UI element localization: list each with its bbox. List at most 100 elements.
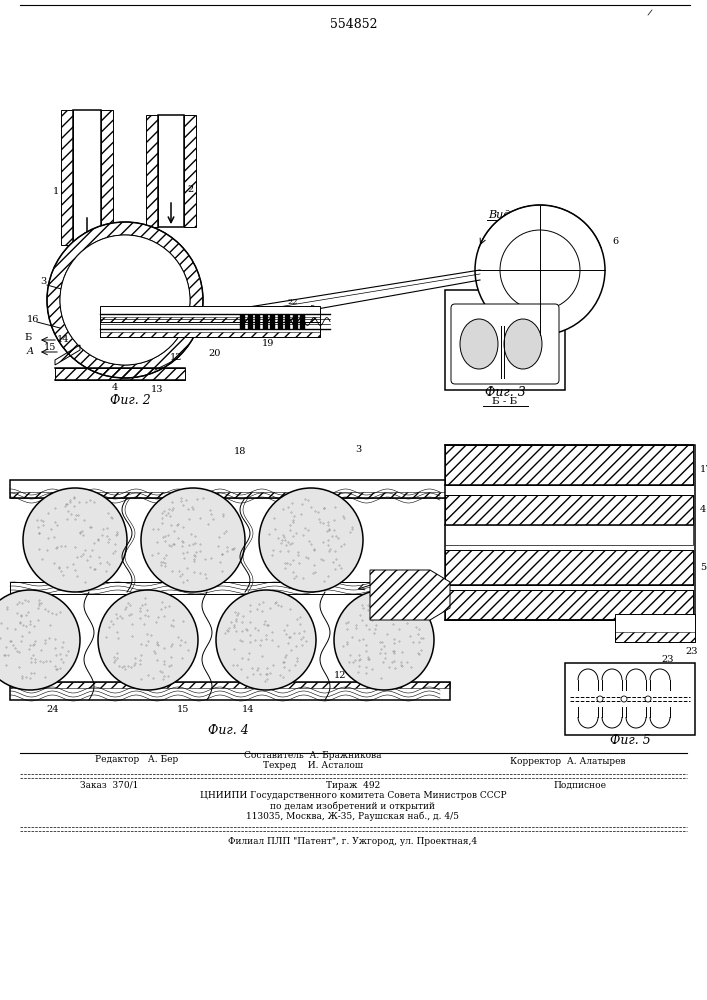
Bar bbox=[10, 492, 450, 498]
FancyBboxPatch shape bbox=[451, 304, 559, 384]
Bar bbox=[10, 582, 450, 594]
Bar bbox=[487, 278, 522, 290]
Bar bbox=[270, 315, 275, 329]
Text: 23: 23 bbox=[662, 656, 674, 664]
Text: Заказ  370/1: Заказ 370/1 bbox=[80, 780, 139, 790]
Bar bbox=[10, 682, 450, 688]
Text: 4: 4 bbox=[112, 383, 118, 392]
Bar bbox=[445, 445, 695, 620]
Bar bbox=[255, 315, 260, 329]
Text: 3: 3 bbox=[40, 277, 46, 286]
Circle shape bbox=[645, 696, 651, 702]
Bar bbox=[445, 550, 693, 585]
Bar bbox=[615, 632, 695, 642]
Text: 1: 1 bbox=[53, 188, 59, 196]
Bar bbox=[565, 663, 695, 735]
Ellipse shape bbox=[504, 319, 542, 369]
Bar bbox=[184, 115, 196, 227]
Text: 4: 4 bbox=[700, 506, 706, 514]
Circle shape bbox=[216, 590, 316, 690]
Circle shape bbox=[597, 696, 603, 702]
Bar bbox=[100, 332, 320, 337]
Bar bbox=[445, 445, 693, 485]
Circle shape bbox=[475, 205, 605, 335]
Text: Техред    И. Асталош: Техред И. Асталош bbox=[263, 762, 363, 770]
Bar bbox=[61, 110, 73, 245]
Bar bbox=[10, 682, 450, 700]
Text: 14: 14 bbox=[242, 706, 255, 714]
Text: 24: 24 bbox=[47, 706, 59, 714]
Text: Б - Б: Б - Б bbox=[492, 397, 518, 406]
Bar bbox=[73, 110, 101, 245]
Text: 113035, Москва, Ж-35, Раушская наб., д. 4/5: 113035, Москва, Ж-35, Раушская наб., д. … bbox=[247, 811, 460, 821]
Bar bbox=[100, 317, 320, 322]
Text: Фиг. 5: Фиг. 5 bbox=[609, 734, 650, 748]
Bar bbox=[100, 322, 320, 337]
Text: Редактор   А. Бер: Редактор А. Бер bbox=[95, 756, 178, 764]
Text: 18: 18 bbox=[234, 448, 246, 456]
Text: Филиал ПЛП "Патент", г. Ужгород, ул. Проектная,4: Филиал ПЛП "Патент", г. Ужгород, ул. Про… bbox=[228, 836, 477, 846]
Text: 15: 15 bbox=[44, 342, 56, 352]
Ellipse shape bbox=[460, 319, 498, 369]
Text: Фиг. 3: Фиг. 3 bbox=[484, 385, 525, 398]
Text: 12: 12 bbox=[170, 353, 182, 361]
Text: 13: 13 bbox=[151, 385, 163, 394]
Text: по делам изобретений и открытий: по делам изобретений и открытий bbox=[271, 801, 436, 811]
Text: 17: 17 bbox=[700, 466, 707, 475]
Circle shape bbox=[141, 488, 245, 592]
Text: 554852: 554852 bbox=[330, 18, 378, 31]
Bar bbox=[445, 495, 693, 525]
Bar bbox=[100, 306, 320, 322]
Text: 15: 15 bbox=[177, 704, 189, 714]
Bar bbox=[158, 115, 184, 227]
Bar bbox=[10, 480, 450, 498]
Text: Фиг. 4: Фиг. 4 bbox=[208, 724, 248, 738]
Bar bbox=[146, 115, 158, 227]
Bar bbox=[278, 315, 283, 329]
Text: 16: 16 bbox=[27, 316, 39, 324]
Circle shape bbox=[98, 590, 198, 690]
Circle shape bbox=[23, 488, 127, 592]
Text: 14: 14 bbox=[57, 336, 69, 344]
Text: 22: 22 bbox=[288, 298, 298, 306]
Text: Б: Б bbox=[24, 332, 32, 342]
Text: 5: 5 bbox=[310, 304, 315, 312]
Text: Вид А: Вид А bbox=[488, 210, 522, 220]
Text: Составитель  А. Бражникова: Составитель А. Бражникова bbox=[244, 752, 382, 760]
Text: 12: 12 bbox=[334, 670, 346, 680]
Text: ЦНИИПИ Государственного комитета Совета Министров СССР: ЦНИИПИ Государственного комитета Совета … bbox=[199, 792, 506, 800]
Bar bbox=[445, 290, 565, 390]
Bar bbox=[445, 590, 693, 620]
Bar bbox=[262, 315, 267, 329]
Bar bbox=[285, 315, 290, 329]
Circle shape bbox=[500, 230, 580, 310]
Bar bbox=[445, 525, 693, 545]
Text: 23: 23 bbox=[686, 648, 698, 656]
Bar bbox=[300, 315, 305, 329]
Bar bbox=[293, 315, 298, 329]
Text: Тираж  492: Тираж 492 bbox=[326, 780, 380, 790]
Bar bbox=[247, 315, 252, 329]
Bar bbox=[101, 110, 113, 245]
Circle shape bbox=[60, 235, 190, 365]
Circle shape bbox=[334, 590, 434, 690]
Text: A: A bbox=[26, 348, 33, 357]
Text: 5: 5 bbox=[700, 564, 706, 572]
Circle shape bbox=[259, 488, 363, 592]
Circle shape bbox=[0, 590, 80, 690]
Circle shape bbox=[47, 222, 203, 378]
Text: 19: 19 bbox=[262, 338, 274, 348]
Text: 2: 2 bbox=[187, 186, 193, 194]
Text: 6: 6 bbox=[612, 237, 618, 246]
Polygon shape bbox=[370, 570, 450, 620]
Text: Корректор  А. Алатырев: Корректор А. Алатырев bbox=[510, 756, 626, 766]
Text: Фиг. 2: Фиг. 2 bbox=[110, 393, 151, 406]
Text: В: В bbox=[215, 310, 221, 318]
Bar bbox=[615, 614, 695, 642]
Text: 21: 21 bbox=[247, 306, 258, 314]
Circle shape bbox=[621, 696, 627, 702]
Text: 20: 20 bbox=[209, 349, 221, 358]
Text: 3: 3 bbox=[355, 446, 361, 454]
Bar bbox=[240, 315, 245, 329]
Text: Подписное: Подписное bbox=[554, 780, 607, 790]
